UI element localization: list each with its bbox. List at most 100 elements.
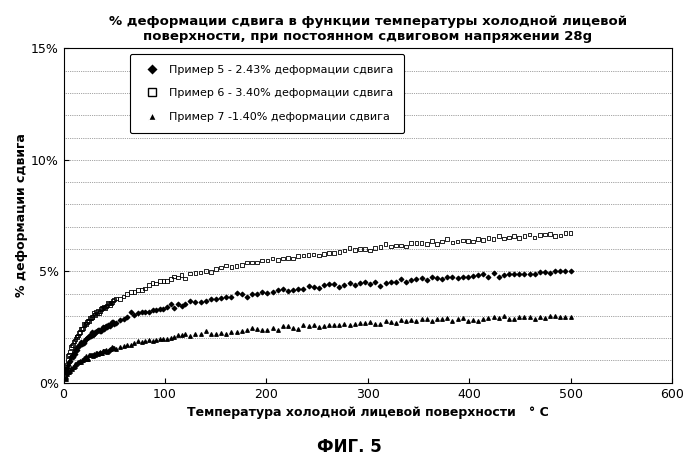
□ Пример 6 - 3.40% деформации сдвига (365, 247, 376, 254)
□ Пример 6 - 3.40% деформации сдвига (231, 262, 242, 270)
◆ Пример 5 - 2.43% деформации сдвига (226, 293, 237, 301)
□ Пример 6 - 3.40% деформации сдвига (66, 343, 77, 351)
▲ Пример 7 -1.40% деформации сдвига (236, 327, 247, 334)
□ Пример 6 - 3.40% деформации сдвига (82, 317, 94, 324)
◆ Пример 5 - 2.43% деформации сдвига (278, 286, 289, 293)
▲ Пример 7 -1.40% деформации сдвига (560, 313, 571, 320)
▲ Пример 7 -1.40% деформации сдвига (421, 315, 432, 322)
◆ Пример 5 - 2.43% деформации сдвига (411, 276, 422, 283)
□ Пример 6 - 3.40% деформации сдвига (324, 250, 335, 257)
◆ Пример 5 - 2.43% деформации сдвига (468, 272, 479, 280)
◆ Пример 5 - 2.43% деформации сдвига (457, 273, 468, 280)
▲ Пример 7 -1.40% деформации сдвига (89, 351, 101, 358)
◆ Пример 5 - 2.43% деформации сдвига (75, 339, 87, 346)
▲ Пример 7 -1.40% деформации сдвига (262, 326, 273, 334)
▲ Пример 7 -1.40% деформации сдвига (354, 320, 366, 327)
▲ Пример 7 -1.40% деформации сдвига (143, 336, 154, 344)
▲ Пример 7 -1.40% деформации сдвига (221, 331, 232, 338)
▲ Пример 7 -1.40% деформации сдвига (108, 344, 120, 351)
□ Пример 6 - 3.40% деформации сдвига (190, 270, 201, 277)
▲ Пример 7 -1.40% деформации сдвига (565, 314, 576, 321)
□ Пример 6 - 3.40% деформации сдвига (252, 259, 263, 266)
▲ Пример 7 -1.40% деформации сдвига (118, 342, 129, 350)
▲ Пример 7 -1.40% деформации сдвига (73, 358, 84, 365)
◆ Пример 5 - 2.43% деформации сдвига (206, 295, 217, 302)
□ Пример 6 - 3.40% деформации сдвига (540, 231, 551, 238)
◆ Пример 5 - 2.43% деформации сдвига (354, 279, 366, 287)
◆ Пример 5 - 2.43% деформации сдвига (405, 276, 417, 284)
▲ Пример 7 -1.40% деформации сдвига (92, 350, 103, 357)
□ Пример 6 - 3.40% деформации сдвига (80, 320, 91, 327)
◆ Пример 5 - 2.43% деформации сдвига (108, 321, 120, 328)
▲ Пример 7 -1.40% деформации сдвига (293, 325, 304, 332)
Legend: Пример 5 - 2.43% деформации сдвига, Пример 6 - 3.40% деформации сдвига, Пример 7: Пример 5 - 2.43% деформации сдвига, Прим… (130, 54, 404, 133)
◆ Пример 5 - 2.43% деформации сдвига (344, 279, 355, 287)
▲ Пример 7 -1.40% деформации сдвига (71, 360, 82, 367)
▲ Пример 7 -1.40% деформации сдвига (80, 352, 92, 359)
◆ Пример 5 - 2.43% деформации сдвига (560, 267, 571, 274)
▲ Пример 7 -1.40% деформации сдвига (62, 370, 73, 377)
▲ Пример 7 -1.40% деформации сдвига (150, 336, 161, 343)
□ Пример 6 - 3.40% деформации сдвига (185, 270, 196, 277)
▲ Пример 7 -1.40% деформации сдвига (73, 359, 85, 366)
◆ Пример 5 - 2.43% деформации сдвига (359, 279, 370, 286)
◆ Пример 5 - 2.43% деформации сдвига (106, 319, 117, 327)
□ Пример 6 - 3.40% деформации сдвига (176, 271, 187, 278)
◆ Пример 5 - 2.43% деформации сдвига (477, 270, 489, 277)
◆ Пример 5 - 2.43% деформации сдвига (66, 353, 77, 360)
◆ Пример 5 - 2.43% деформации сдвига (370, 279, 381, 286)
◆ Пример 5 - 2.43% деформации сдвига (85, 332, 96, 340)
◆ Пример 5 - 2.43% деформации сдвига (68, 350, 79, 357)
▲ Пример 7 -1.40% деформации сдвига (411, 317, 422, 324)
▲ Пример 7 -1.40% деформации сдвига (524, 314, 535, 321)
▲ Пример 7 -1.40% деформации сдвига (92, 350, 103, 357)
▲ Пример 7 -1.40% деформации сдвига (97, 347, 108, 355)
□ Пример 6 - 3.40% деформации сдвига (86, 314, 97, 321)
□ Пример 6 - 3.40% деформации сдвига (462, 237, 473, 244)
◆ Пример 5 - 2.43% деформации сдвига (110, 319, 122, 327)
□ Пример 6 - 3.40% деформации сдвига (468, 238, 479, 245)
▲ Пример 7 -1.40% деформации сдвига (85, 351, 96, 359)
□ Пример 6 - 3.40% деформации сдвига (519, 232, 530, 239)
▲ Пример 7 -1.40% деформации сдвига (96, 349, 107, 356)
◆ Пример 5 - 2.43% деформации сдвига (426, 274, 438, 281)
□ Пример 6 - 3.40% деформации сдвига (498, 235, 510, 242)
▲ Пример 7 -1.40% деформации сдвига (79, 355, 90, 362)
Y-axis label: % деформации сдвига: % деформации сдвига (15, 133, 28, 298)
◆ Пример 5 - 2.43% деформации сдвига (401, 278, 412, 286)
▲ Пример 7 -1.40% деформации сдвига (396, 316, 407, 324)
□ Пример 6 - 3.40% деформации сдвига (77, 325, 88, 332)
◆ Пример 5 - 2.43% деформации сдвига (62, 365, 73, 372)
□ Пример 6 - 3.40% деформации сдвига (477, 237, 489, 244)
◆ Пример 5 - 2.43% деформации сдвига (63, 361, 74, 368)
▲ Пример 7 -1.40% деформации сдвига (308, 321, 319, 328)
□ Пример 6 - 3.40% деформации сдвига (108, 296, 120, 303)
□ Пример 6 - 3.40% деформации сдвига (85, 315, 96, 322)
□ Пример 6 - 3.40% деформации сдвига (154, 278, 166, 285)
▲ Пример 7 -1.40% деформации сдвига (140, 337, 151, 345)
◆ Пример 5 - 2.43% деформации сдвига (308, 283, 319, 291)
□ Пример 6 - 3.40% деформации сдвига (534, 231, 545, 239)
▲ Пример 7 -1.40% деформации сдвига (359, 319, 370, 326)
□ Пример 6 - 3.40% деформации сдвига (405, 239, 417, 247)
◆ Пример 5 - 2.43% деформации сдвига (103, 321, 115, 329)
▲ Пример 7 -1.40% деформации сдвига (226, 329, 237, 336)
□ Пример 6 - 3.40% деформации сдвига (298, 252, 309, 259)
▲ Пример 7 -1.40% деформации сдвига (246, 324, 257, 331)
◆ Пример 5 - 2.43% деформации сдвига (101, 322, 112, 329)
◆ Пример 5 - 2.43% деформации сдвига (545, 269, 556, 276)
□ Пример 6 - 3.40% деформации сдвига (380, 240, 391, 248)
▲ Пример 7 -1.40% деформации сдвига (519, 313, 530, 320)
▲ Пример 7 -1.40% деформации сдвига (101, 346, 112, 354)
◆ Пример 5 - 2.43% деформации сдвига (89, 331, 100, 338)
◆ Пример 5 - 2.43% деформации сдвига (529, 270, 540, 277)
▲ Пример 7 -1.40% деформации сдвига (452, 315, 463, 322)
▲ Пример 7 -1.40% деформации сдвига (173, 332, 184, 339)
□ Пример 6 - 3.40% деформации сдвига (168, 273, 180, 280)
▲ Пример 7 -1.40% деформации сдвига (380, 317, 391, 324)
□ Пример 6 - 3.40% деформации сдвига (318, 250, 329, 257)
▲ Пример 7 -1.40% деформации сдвига (493, 314, 504, 322)
□ Пример 6 - 3.40% деформации сдвига (236, 261, 247, 269)
□ Пример 6 - 3.40% деформации сдвига (110, 295, 122, 302)
□ Пример 6 - 3.40% деформации сдвига (329, 250, 340, 257)
